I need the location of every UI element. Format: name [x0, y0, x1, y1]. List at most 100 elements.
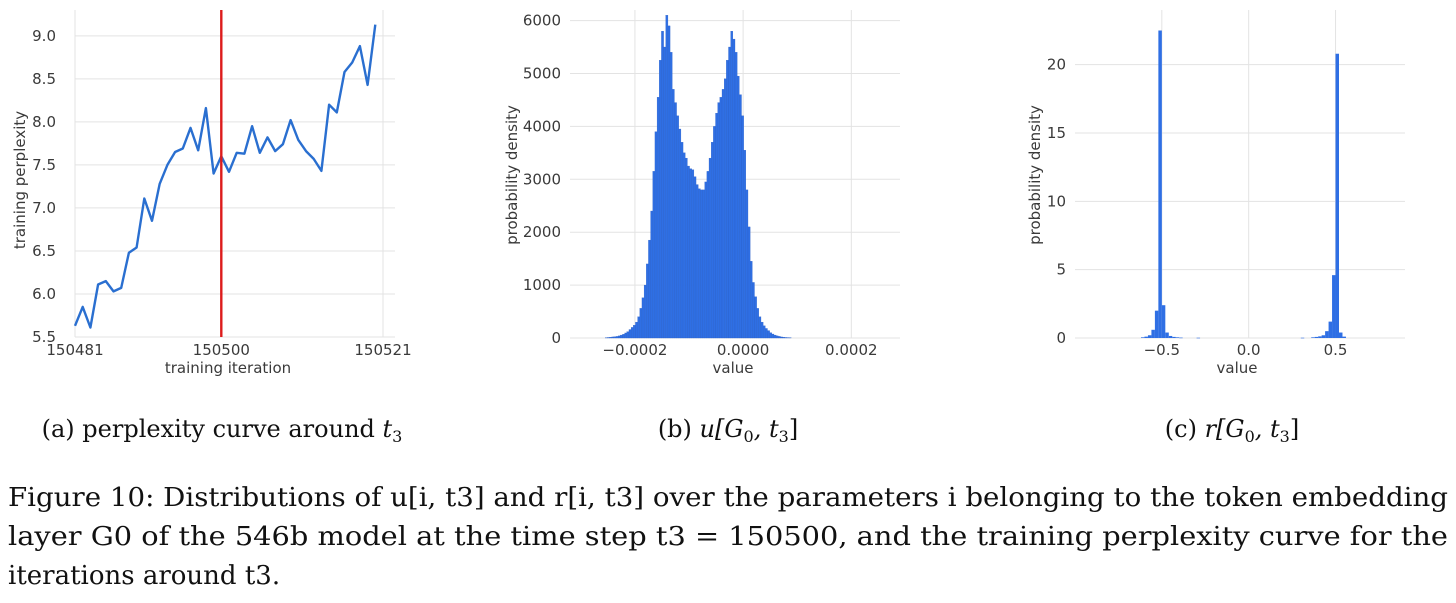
chart-b-bar: [720, 97, 722, 338]
chart-a-ytick-label: 8.5: [32, 70, 56, 88]
caption-b: (b) u[G0, t3]: [658, 415, 798, 446]
chart-a-ytick-label: 7.5: [32, 156, 56, 174]
chart-b-bar: [746, 190, 748, 338]
chart-b-bar: [724, 79, 726, 338]
chart-c-bar: [1339, 333, 1342, 338]
chart-b-xtick-label: −0.0002: [602, 341, 667, 359]
chart-c-bar: [1332, 275, 1335, 338]
chart-c-bar: [1342, 337, 1345, 338]
chart-b-bar: [763, 326, 765, 338]
chart-b-bar: [672, 89, 674, 338]
caption-a-text: (a) perplexity curve around: [42, 415, 383, 443]
caption-b-mid: , t: [754, 415, 779, 443]
chart-c-ylabel: probability density: [1026, 105, 1044, 245]
chart-a-xtick-label: 150521: [354, 341, 411, 359]
chart-b-bar: [774, 335, 776, 338]
chart-b-bar: [683, 153, 685, 338]
chart-c-ytick-label: 10: [1047, 192, 1066, 210]
caption-b-prefix: (b): [658, 415, 700, 443]
chart-c-bar: [1318, 336, 1321, 338]
chart-a-xtick-label: 150481: [46, 341, 103, 359]
chart-b-bar: [700, 190, 702, 338]
chart-b-bar: [705, 182, 707, 338]
chart-b-bar: [722, 89, 724, 338]
chart-b-xlabel: value: [713, 359, 754, 377]
chart-b-bar: [627, 332, 629, 338]
chart-b-bar: [737, 76, 739, 338]
chart-b-bar: [694, 177, 696, 338]
chart-b-bar: [659, 60, 661, 338]
chart-b-bar: [633, 325, 635, 338]
chart-b-bar: [776, 336, 778, 338]
caption-c-mid: , t: [1255, 415, 1280, 443]
chart-b-ytick-label: 0: [551, 329, 561, 347]
figure-caption-line-3: iterations around t3.: [8, 561, 280, 591]
chart-c-bar: [1141, 337, 1144, 338]
chart-b-bar: [625, 333, 627, 338]
chart-c-bar: [1315, 337, 1318, 338]
chart-c-bar: [1179, 338, 1182, 339]
chart-b-ytick-label: 3000: [523, 170, 561, 188]
chart-b-bar: [655, 132, 657, 338]
chart-b-bar: [622, 334, 624, 338]
chart-b-bar: [757, 308, 759, 338]
chart-c-bar: [1169, 336, 1172, 338]
caption-c-sub3: 3: [1280, 427, 1290, 446]
caption-a-sub: 3: [392, 427, 402, 446]
chart-b-bar: [703, 190, 705, 338]
chart-c-bar: [1329, 322, 1332, 338]
caption-b-sub3: 3: [779, 427, 789, 446]
chart-b-bar: [729, 47, 731, 338]
chart-b-bar: [696, 185, 698, 338]
chart-b-bar: [618, 336, 620, 338]
chart-b-bar: [674, 103, 676, 338]
chart-b-bar: [741, 116, 743, 338]
chart-b-bar: [607, 337, 609, 338]
chart-b-xtick-label: 0.0000: [717, 341, 770, 359]
chart-b-bar: [661, 31, 663, 338]
chart-b-bar: [783, 337, 785, 338]
chart-b-bar: [770, 333, 772, 338]
caption-c-expr: r[G: [1205, 415, 1245, 443]
chart-b-bar: [648, 240, 650, 338]
chart-c-bar: [1151, 330, 1154, 338]
chart-b-ytick-label: 6000: [523, 12, 561, 30]
chart-b-bar: [681, 142, 683, 338]
chart-b-bar: [631, 327, 633, 338]
perplexity-chart: training iteration training perplexity 5…: [11, 10, 412, 377]
chart-b-bar: [657, 97, 659, 338]
chart-b-bar: [679, 129, 681, 338]
chart-b-bar: [718, 103, 720, 338]
chart-b-bar: [644, 285, 646, 338]
chart-b-bar: [726, 60, 728, 338]
chart-b-bar: [692, 170, 694, 338]
chart-c-bar: [1311, 337, 1314, 338]
chart-c-bar: [1144, 337, 1147, 338]
chart-c-bar: [1172, 337, 1175, 338]
chart-a-series-line: [75, 25, 375, 328]
caption-b-end: ]: [789, 415, 798, 443]
chart-b-bar: [614, 337, 616, 338]
chart-b-ylabel: probability density: [503, 105, 521, 245]
chart-b-bar: [778, 336, 780, 338]
chart-b-bar: [698, 189, 700, 338]
chart-b-ytick-label: 2000: [523, 223, 561, 241]
chart-b-bar: [739, 95, 741, 338]
chart-b-bar: [640, 308, 642, 338]
chart-b-bar: [785, 337, 787, 338]
chart-b-bar: [752, 282, 754, 338]
chart-c-ytick-label: 5: [1056, 261, 1066, 279]
caption-c-sub0: 0: [1245, 427, 1255, 446]
chart-b-bar: [638, 317, 640, 338]
chart-a-ytick-label: 8.0: [32, 113, 56, 131]
chart-b-ytick-label: 4000: [523, 117, 561, 135]
chart-c-ytick-label: 20: [1047, 56, 1066, 74]
chart-c-bar: [1148, 335, 1151, 338]
caption-a: (a) perplexity curve around t3: [42, 415, 403, 446]
chart-c-bar: [1155, 311, 1158, 338]
chart-b-bar: [677, 116, 679, 338]
chart-b-bar: [772, 334, 774, 338]
chart-c-bar: [1158, 31, 1161, 339]
chart-b-bar: [687, 166, 689, 338]
